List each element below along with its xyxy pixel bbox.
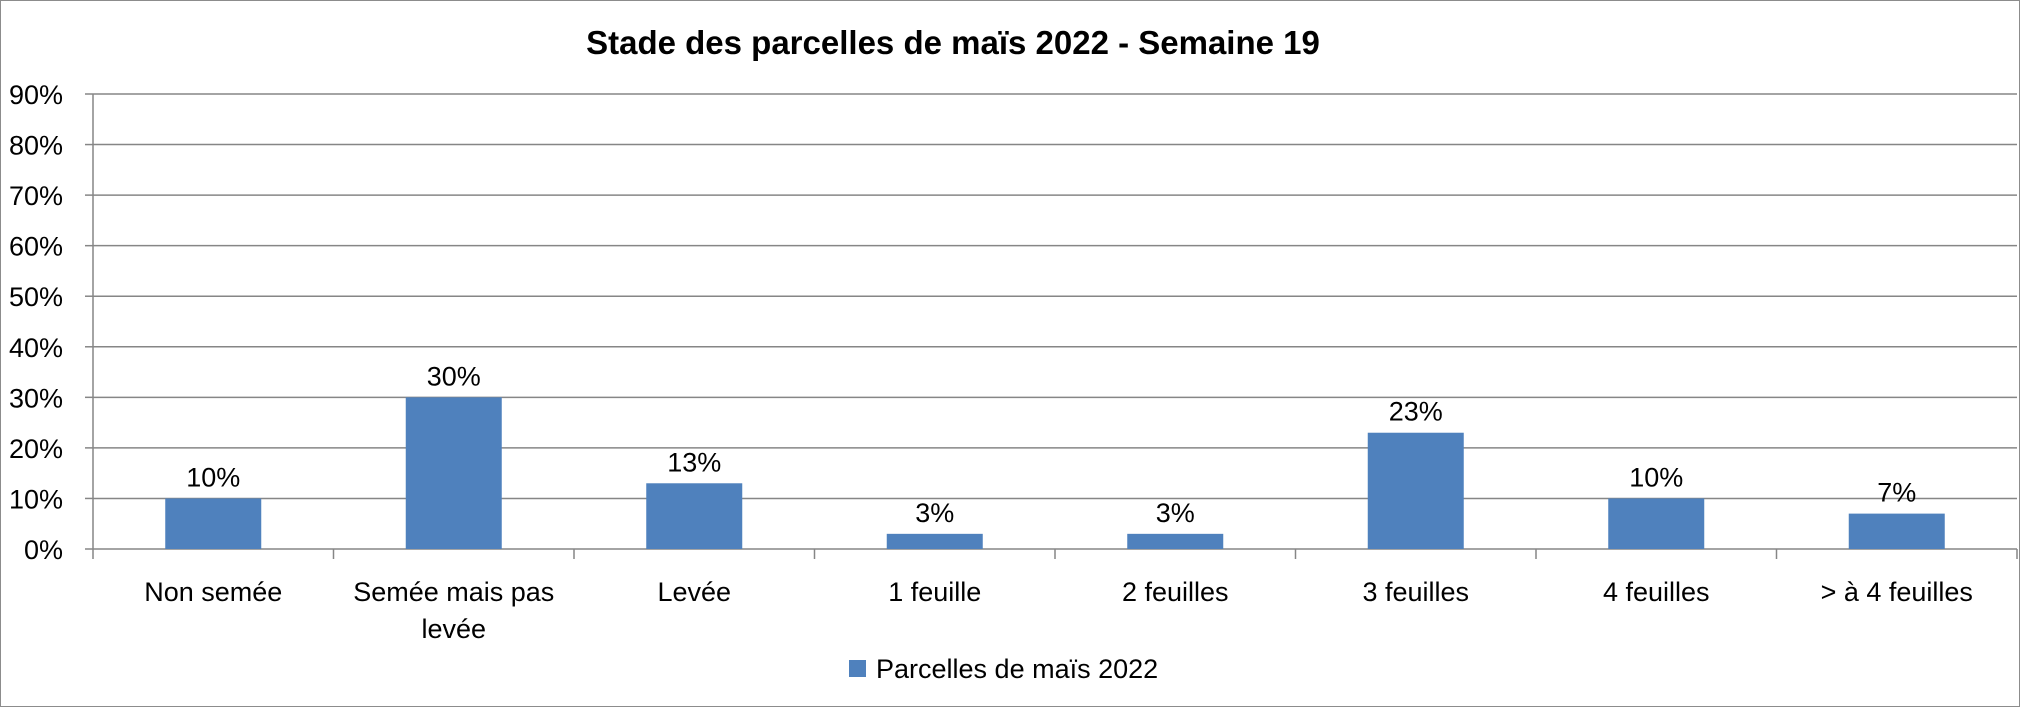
- y-tick-label: 40%: [9, 333, 63, 363]
- category-label: Semée mais pas: [353, 577, 554, 607]
- bar: [1608, 498, 1705, 549]
- category-label: 4 feuilles: [1603, 577, 1710, 607]
- category-label: levée: [421, 614, 486, 644]
- data-label: 7%: [1877, 478, 1916, 508]
- category-label: 1 feuille: [888, 577, 981, 607]
- y-tick-label: 20%: [9, 434, 63, 464]
- bar: [165, 498, 262, 549]
- chart-title: Stade des parcelles de maïs 2022 - Semai…: [586, 24, 1320, 61]
- bar: [1367, 432, 1464, 549]
- y-tick-label: 0%: [24, 535, 63, 565]
- legend-swatch: [849, 660, 866, 677]
- category-labels: Non semée Semée mais pas levée Levée 1 feuil…: [144, 577, 1973, 644]
- bar: [646, 483, 743, 549]
- data-label: 30%: [427, 361, 481, 391]
- bar: [1848, 513, 1945, 549]
- data-label: 10%: [186, 462, 240, 492]
- y-tick-label: 60%: [9, 232, 63, 262]
- bar: [1127, 533, 1224, 549]
- bar: [405, 397, 502, 549]
- bar: [886, 533, 983, 549]
- category-label: > à 4 feuilles: [1821, 577, 1973, 607]
- data-label: 10%: [1629, 462, 1683, 492]
- y-tick-label: 30%: [9, 383, 63, 413]
- legend-label: Parcelles de maïs 2022: [876, 654, 1158, 684]
- y-tick-label: 90%: [9, 80, 63, 110]
- data-label: 23%: [1389, 397, 1443, 427]
- category-label: 3 feuilles: [1362, 577, 1469, 607]
- bars: [165, 397, 1945, 549]
- data-labels: 10% 30% 13% 3% 3% 23% 10% 7%: [186, 361, 1916, 527]
- data-label: 13%: [667, 447, 721, 477]
- y-tick-label: 10%: [9, 484, 63, 514]
- category-label: 2 feuilles: [1122, 577, 1229, 607]
- gridlines: [93, 93, 2017, 500]
- axes: 0% 10% 20% 30% 40% 50% 60% 70% 80% 90%: [9, 80, 2018, 565]
- data-label: 3%: [915, 498, 954, 528]
- y-tick-label: 70%: [9, 181, 63, 211]
- legend: Parcelles de maïs 2022: [849, 654, 1158, 684]
- data-label: 3%: [1156, 498, 1195, 528]
- category-label: Levée: [657, 577, 731, 607]
- category-label: Non semée: [144, 577, 282, 607]
- y-tick-label: 50%: [9, 282, 63, 312]
- y-tick-label: 80%: [9, 131, 63, 161]
